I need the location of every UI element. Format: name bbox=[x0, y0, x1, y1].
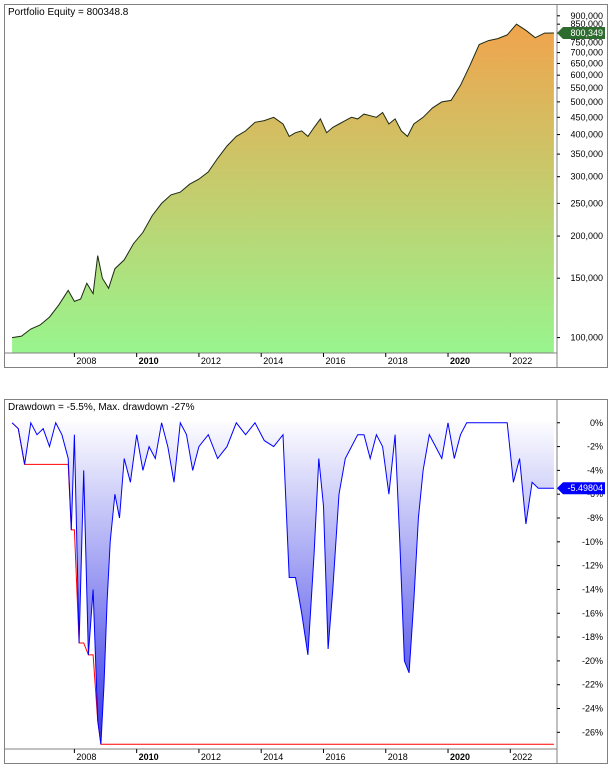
drawdown-y-tick-label: -24% bbox=[582, 704, 603, 714]
equity-y-tick-label: 400,000 bbox=[570, 130, 603, 140]
drawdown-value-marker-label: -5.49804 bbox=[567, 483, 603, 493]
equity-value-marker-bg bbox=[557, 26, 605, 39]
drawdown-y-tick-label: -26% bbox=[582, 727, 603, 737]
max-drawdown-line bbox=[11, 422, 554, 745]
equity-y-tick-label: 500,000 bbox=[570, 97, 603, 107]
drawdown-y-tick-label: -8% bbox=[587, 513, 603, 523]
drawdown-area bbox=[12, 422, 554, 745]
drawdown-y-tick-label: -14% bbox=[582, 584, 603, 594]
equity-y-tick-label: 450,000 bbox=[570, 112, 603, 122]
drawdown-title: Drawdown = -5.5%, Max. drawdown -27% bbox=[8, 402, 195, 413]
equity-y-tick-label: 600,000 bbox=[570, 70, 603, 80]
equity-title: Portfolio Equity = 800348.8 bbox=[8, 7, 129, 18]
equity-y-tick-label: 200,000 bbox=[570, 231, 603, 241]
drawdown-x-tick-label: 2020 bbox=[450, 752, 470, 762]
drawdown-x-tick-label: 2022 bbox=[512, 752, 532, 762]
drawdown-chart: 0%-2%-4%-6%-8%-10%-12%-14%-16%-18%-20%-2… bbox=[5, 400, 605, 763]
drawdown-y-tick-label: -16% bbox=[582, 608, 603, 618]
equity-y-tick-label: 700,000 bbox=[570, 48, 603, 58]
equity-x-tick-label: 2010 bbox=[139, 356, 159, 366]
drawdown-x-tick-label: 2016 bbox=[325, 752, 345, 762]
equity-x-tick-label: 2008 bbox=[76, 356, 96, 366]
equity-x-tick-label: 2020 bbox=[450, 356, 470, 366]
drawdown-series-line bbox=[11, 421, 554, 745]
drawdown-y-tick-label: -22% bbox=[582, 680, 603, 690]
equity-chart-panel[interactable]: 100,000 150,000 200,000 250,000 300,000 350,0… bbox=[4, 4, 608, 368]
drawdown-y-tick-label: -20% bbox=[582, 656, 603, 666]
equity-series-line bbox=[12, 23, 554, 339]
equity-value-marker-label: 800,349 bbox=[570, 28, 603, 38]
equity-x-tick-label: 2012 bbox=[201, 356, 221, 366]
drawdown-x-tick-label: 2010 bbox=[139, 752, 159, 762]
equity-y-tick-label: 300,000 bbox=[570, 172, 603, 182]
drawdown-x-tick-label: 2018 bbox=[388, 752, 408, 762]
equity-y-tick-label: 900,000 bbox=[570, 11, 603, 21]
equity-x-tick-label: 2016 bbox=[325, 356, 345, 366]
drawdown-value-marker-bg bbox=[557, 482, 605, 495]
drawdown-y-tick-label: -10% bbox=[582, 537, 603, 547]
drawdown-y-tick-label: -4% bbox=[587, 465, 603, 475]
drawdown-y-tick-label: -12% bbox=[582, 561, 603, 571]
drawdown-x-tick-label: 2008 bbox=[76, 752, 96, 762]
equity-y-tick-label: 650,000 bbox=[570, 58, 603, 68]
drawdown-value-marker: -5.49804 bbox=[557, 482, 605, 495]
equity-area bbox=[12, 24, 554, 353]
equity-y-tick-label: 350,000 bbox=[570, 149, 603, 159]
drawdown-x-tick-label: 2014 bbox=[263, 752, 283, 762]
drawdown-y-tick-label: -2% bbox=[587, 442, 603, 452]
drawdown-x-tick-label: 2012 bbox=[201, 752, 221, 762]
equity-y-tick-label: 550,000 bbox=[570, 83, 603, 93]
equity-y-tick-label: 750,000 bbox=[570, 38, 603, 48]
equity-chart: 100,000 150,000 200,000 250,000 300,000 350,0… bbox=[5, 5, 605, 367]
equity-y-tick-label: 100,000 bbox=[570, 333, 603, 343]
drawdown-y-tick-label: 0% bbox=[590, 418, 603, 428]
equity-y-tick-label: 250,000 bbox=[570, 198, 603, 208]
equity-y-tick-label: 150,000 bbox=[570, 273, 603, 283]
equity-x-tick-label: 2018 bbox=[388, 356, 408, 366]
drawdown-chart-panel[interactable]: 0%-2%-4%-6%-8%-10%-12%-14%-16%-18%-20%-2… bbox=[4, 399, 608, 764]
equity-x-tick-label: 2022 bbox=[512, 356, 532, 366]
equity-value-marker: 800,349 bbox=[557, 26, 605, 39]
drawdown-y-tick-label: -18% bbox=[582, 632, 603, 642]
equity-x-tick-label: 2014 bbox=[263, 356, 283, 366]
equity-y-tick-label: 850,000 bbox=[570, 19, 603, 29]
